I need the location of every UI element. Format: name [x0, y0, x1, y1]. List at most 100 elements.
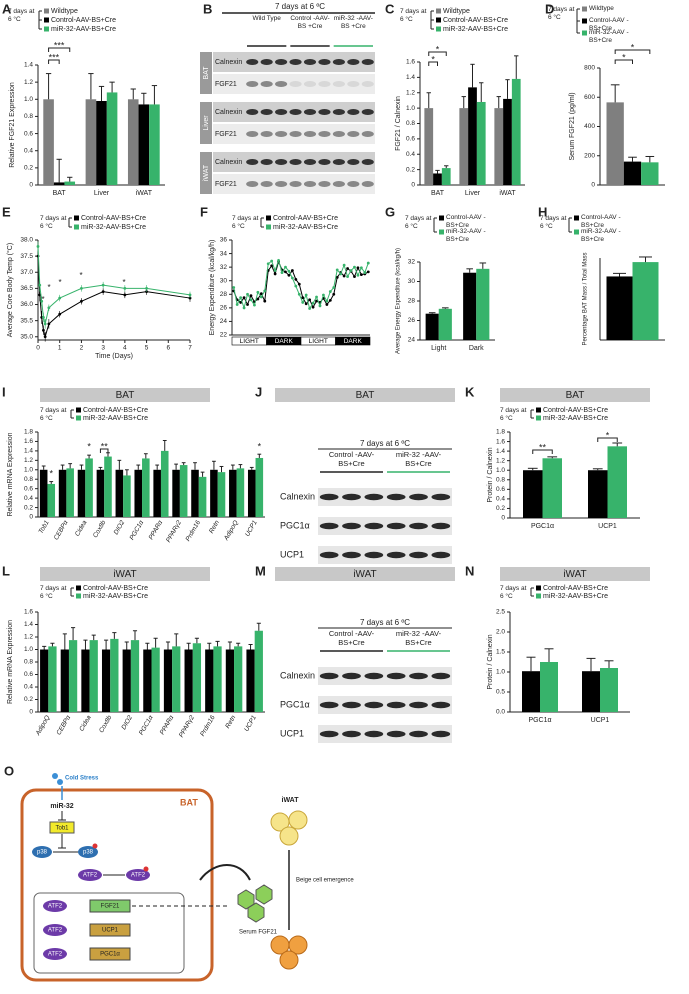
- bar: [58, 469, 67, 517]
- panel-letter: B: [203, 1, 212, 16]
- band: [364, 551, 384, 559]
- x-tick-label: Liver: [94, 190, 110, 197]
- annotation: ***: [54, 40, 65, 50]
- point: [287, 273, 291, 277]
- bar: [101, 649, 111, 712]
- point: [328, 290, 332, 293]
- y-tick-label: 0.2: [24, 165, 33, 172]
- legend-label-box: Wildtype: [589, 5, 614, 12]
- y-tick-label: 1.4: [24, 448, 33, 455]
- legend-swatch: [536, 415, 541, 421]
- band: [347, 181, 360, 187]
- point: [42, 316, 45, 319]
- x-band-label: DARK: [275, 338, 294, 345]
- y-tick-label: 1.0: [24, 466, 33, 473]
- legend-title: 7 days at 6 °C: [40, 585, 67, 600]
- bar: [172, 469, 180, 517]
- group-label-box: miR-32 -AAV-BS +Cre: [334, 15, 373, 30]
- point: [363, 271, 367, 274]
- band: [275, 131, 288, 137]
- y-tick-label: 26: [220, 305, 228, 312]
- band: [260, 109, 273, 115]
- point: [47, 306, 51, 310]
- y-tick-label: 22: [220, 332, 228, 339]
- point: [335, 268, 339, 272]
- atf2-label: ATF2: [48, 904, 63, 910]
- y-tick-label: 1.4: [24, 621, 33, 628]
- atf2-shape: [126, 869, 150, 881]
- point: [356, 266, 360, 270]
- atf2-label: ATF2: [48, 928, 63, 934]
- panel-header-label: iWAT: [353, 569, 376, 580]
- x-tick-label: UCP1: [598, 523, 617, 530]
- legend-title: 7 days at 6 °C: [232, 215, 259, 230]
- band: [318, 109, 331, 115]
- legend-title-box: 7 days at 6 °C: [500, 407, 526, 422]
- band: [386, 522, 406, 530]
- band-label: Calnexin: [215, 59, 242, 66]
- bar: [476, 268, 490, 340]
- tissue-label: Liver: [203, 115, 210, 131]
- panel-letter: I: [2, 384, 6, 399]
- x-axis-title: Time (Days): [95, 353, 133, 360]
- y-tick-label: 1.8: [496, 429, 505, 436]
- y-tick-label: 35.5: [20, 317, 33, 324]
- bar: [205, 649, 214, 712]
- point: [253, 303, 256, 307]
- y-tick-label: 30: [220, 277, 228, 284]
- blot-header: 7 days at 6 ºC: [360, 439, 410, 448]
- x-tick-label: iWAT: [499, 190, 516, 197]
- point: [287, 269, 291, 273]
- legend-swatch: [76, 407, 81, 413]
- bar: [217, 472, 226, 517]
- point: [308, 298, 312, 302]
- point: [325, 299, 329, 303]
- bar: [85, 99, 97, 185]
- tissue-label: BAT: [203, 66, 210, 80]
- legend-label: miR-32-AAV -BS+Cre: [581, 228, 621, 243]
- y-tick-label: 24: [408, 337, 416, 344]
- y-axis-title: Percentage BAT Mass / Total Mass: [583, 252, 589, 345]
- blot-background: [318, 696, 452, 714]
- y-tick-label: 36.5: [20, 285, 33, 292]
- annotation: *: [47, 283, 50, 292]
- bar: [511, 78, 521, 185]
- legend-swatch: [436, 26, 441, 32]
- panel-header: [500, 388, 650, 402]
- x-band: [335, 336, 371, 346]
- bar: [127, 99, 139, 185]
- bar: [441, 168, 451, 185]
- band: [246, 131, 259, 137]
- legend-title-box: 7 days at 6 °C: [8, 8, 34, 23]
- band: [289, 109, 302, 115]
- legend-swatch: [74, 224, 79, 230]
- bar: [438, 308, 452, 340]
- band: [319, 493, 339, 501]
- atf2-shape: [43, 900, 67, 912]
- legend-label-box: miR-32-AAV -BS+Cre: [581, 228, 621, 243]
- band: [319, 672, 339, 680]
- y-tick-label: 1.0: [406, 105, 415, 112]
- snowflake: [57, 779, 63, 785]
- x-tick-label: PPARγ2: [178, 714, 196, 739]
- x-tick-label: UCP1: [244, 519, 259, 538]
- band: [431, 551, 451, 559]
- bar: [104, 456, 112, 517]
- x-tick-label: PGC1α: [138, 714, 155, 736]
- legend-swatch: [266, 224, 271, 230]
- legend-label: Control-AAV-BS+Cre: [81, 215, 146, 222]
- y-tick-label: 0.8: [24, 113, 33, 120]
- point: [42, 328, 45, 332]
- x-tick-label: Retn: [208, 519, 221, 535]
- y-tick-label: 0: [29, 514, 33, 521]
- band: [361, 109, 374, 115]
- beige-label: Beige cell emergence: [296, 878, 354, 884]
- atf2-label: ATF2: [83, 873, 98, 879]
- point: [232, 286, 236, 289]
- panel-header-label: BAT: [356, 390, 375, 401]
- group-label-box: Wild Type: [252, 15, 280, 22]
- y-tick-label: 0.8: [24, 659, 33, 666]
- significance-bracket: [99, 448, 109, 453]
- band: [409, 730, 428, 738]
- y-tick-label: 36.0: [20, 301, 33, 308]
